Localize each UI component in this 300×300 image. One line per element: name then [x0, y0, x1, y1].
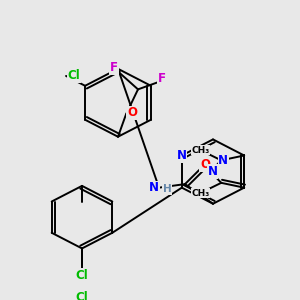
Text: Cl: Cl: [76, 269, 88, 282]
Text: CH₃: CH₃: [192, 189, 210, 198]
Text: CH₃: CH₃: [192, 146, 210, 154]
Text: N: N: [208, 165, 218, 178]
Text: O: O: [200, 158, 210, 171]
Text: F: F: [110, 61, 118, 74]
Text: N: N: [177, 149, 187, 162]
Text: Cl: Cl: [76, 291, 88, 300]
Text: N: N: [218, 154, 228, 167]
Text: N: N: [149, 181, 159, 194]
Text: Cl: Cl: [68, 70, 80, 83]
Text: F: F: [158, 72, 166, 85]
Text: H: H: [163, 184, 171, 194]
Text: O: O: [127, 106, 137, 119]
